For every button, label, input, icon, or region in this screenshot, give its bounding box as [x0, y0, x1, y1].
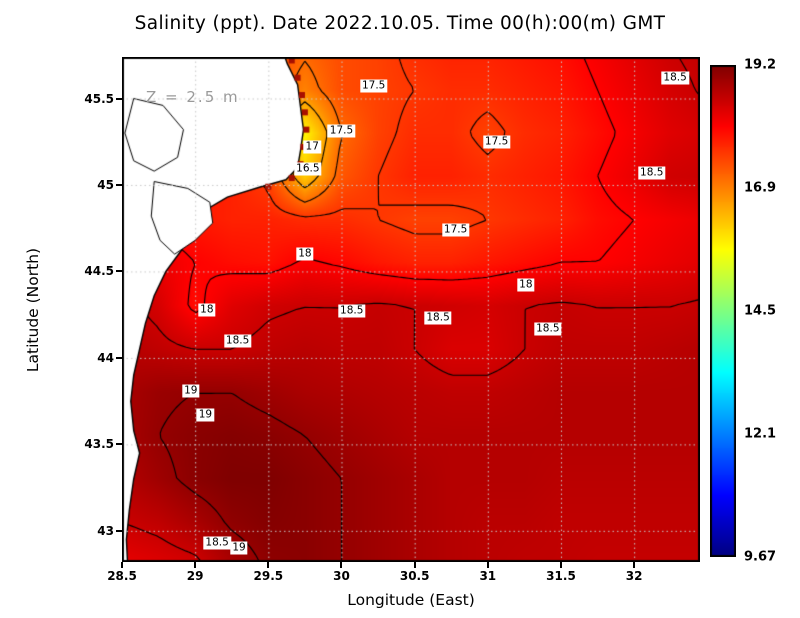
x-tick-mark	[559, 562, 562, 568]
x-tick-label: 31.5	[546, 569, 576, 583]
y-tick-mark	[116, 443, 122, 446]
y-tick-label: 44.5	[84, 264, 114, 279]
y-tick-label: 43	[97, 523, 114, 538]
x-tick-mark	[413, 562, 416, 568]
x-tick-label: 30.5	[399, 569, 430, 583]
y-tick-label: 43.5	[84, 437, 114, 452]
y-tick-label: 44	[97, 350, 114, 365]
colorbar-label: 16.9	[744, 180, 777, 196]
x-tick-mark	[194, 562, 197, 568]
colorbar-label: 9.67	[744, 549, 777, 565]
x-tick-label: 31	[479, 569, 497, 583]
colorbar-label: 12.1	[744, 426, 777, 442]
x-tick-label: 29	[186, 569, 204, 583]
x-tick-label: 32	[625, 569, 643, 583]
x-tick-mark	[633, 562, 636, 568]
y-tick-mark	[116, 529, 122, 532]
y-tick-mark	[116, 356, 122, 359]
y-tick-label: 45.5	[84, 91, 114, 106]
x-tick-mark	[486, 562, 489, 568]
x-tick-label: 28.5	[107, 569, 137, 583]
x-tick-mark	[121, 562, 123, 568]
colorbar-label: 19.2	[744, 57, 777, 73]
y-tick-mark	[116, 270, 122, 273]
chart-title: Salinity (ppt). Date 2022.10.05. Time 00…	[134, 13, 666, 34]
y-tick-mark	[116, 183, 122, 186]
x-tick-mark	[340, 562, 343, 568]
x-axis-label: Longitude (East)	[347, 591, 475, 609]
y-axis-label: Latitude (North)	[24, 247, 42, 373]
colorbar	[710, 65, 736, 557]
colorbar-label: 14.5	[744, 303, 777, 319]
x-tick-label: 29.5	[253, 569, 284, 583]
x-tick-mark	[267, 562, 270, 568]
y-tick-label: 45	[97, 177, 114, 192]
y-tick-mark	[116, 97, 122, 100]
x-tick-label: 30	[333, 569, 350, 583]
salinity-map-canvas	[122, 57, 700, 562]
depth-annotation: Z = 2.5 m	[146, 88, 240, 106]
